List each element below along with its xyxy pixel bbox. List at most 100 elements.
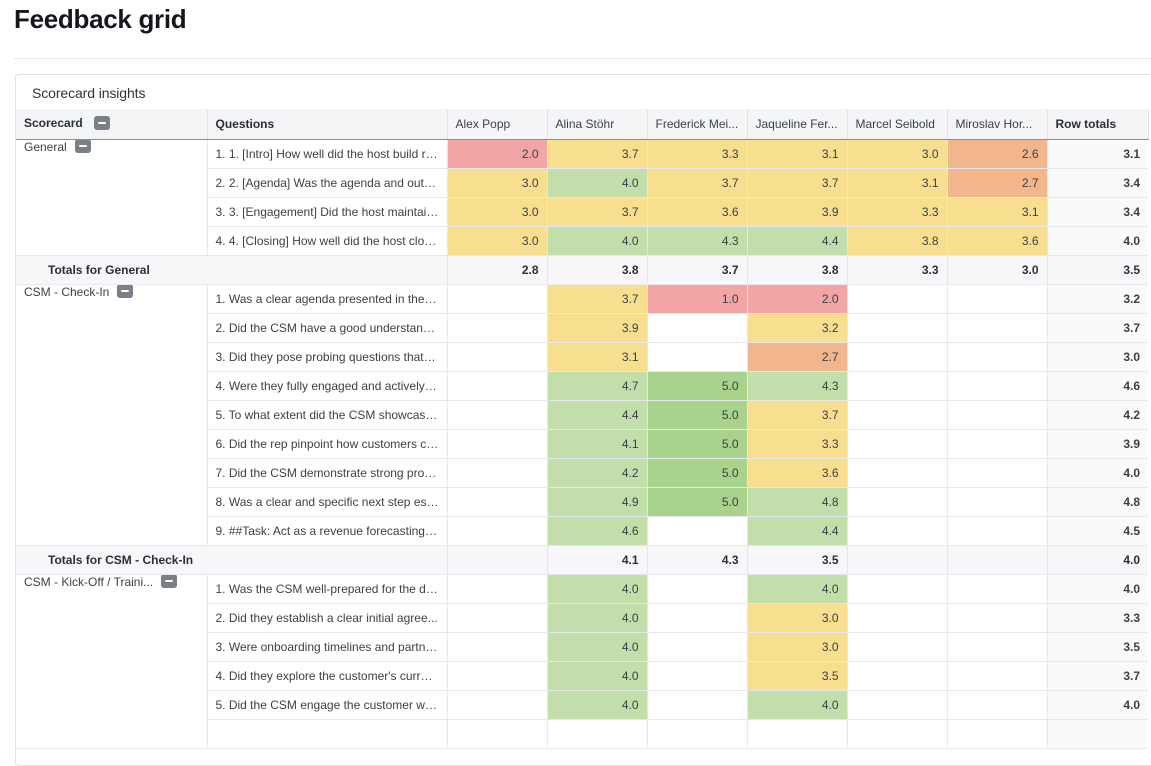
score-cell[interactable] [547, 719, 648, 749]
question-cell[interactable]: 9. ##Task: Act as a revenue forecasting … [207, 516, 448, 546]
score-cell[interactable] [847, 284, 948, 314]
score-cell[interactable] [847, 371, 948, 401]
score-cell[interactable]: 4.7 [547, 371, 648, 401]
header-person[interactable]: Miroslav Hor... [947, 109, 1048, 140]
score-cell[interactable] [847, 603, 948, 633]
score-cell[interactable]: 3.7 [547, 284, 648, 314]
header-person[interactable]: Jaqueline Fer... [747, 109, 848, 140]
question-cell[interactable]: 4. Did they explore the customer's curre… [207, 661, 448, 691]
score-cell[interactable]: 3.6 [747, 458, 848, 488]
score-cell[interactable]: 4.4 [547, 400, 648, 430]
score-cell[interactable]: 4.0 [547, 661, 648, 691]
score-cell[interactable] [947, 516, 1048, 546]
score-cell[interactable] [947, 574, 1048, 604]
score-cell[interactable] [447, 429, 548, 459]
score-cell[interactable] [947, 429, 1048, 459]
score-cell[interactable] [647, 661, 748, 691]
question-cell[interactable]: 2. Did they establish a clear initial ag… [207, 603, 448, 633]
score-cell[interactable]: 3.3 [647, 139, 748, 169]
score-cell[interactable]: 3.6 [947, 226, 1048, 256]
score-cell[interactable]: 4.0 [547, 690, 648, 720]
score-cell[interactable]: 4.2 [547, 458, 648, 488]
score-cell[interactable]: 3.7 [547, 197, 648, 227]
score-cell[interactable] [447, 371, 548, 401]
question-cell[interactable]: 2. 2. [Agenda] Was the agenda and outco.… [207, 168, 448, 198]
score-cell[interactable] [847, 690, 948, 720]
header-person[interactable]: Frederick Mei... [647, 109, 748, 140]
score-cell[interactable] [447, 458, 548, 488]
collapse-all-icon[interactable] [94, 116, 111, 131]
score-cell[interactable]: 4.0 [747, 574, 848, 604]
score-cell[interactable] [947, 690, 1048, 720]
score-cell[interactable]: 4.0 [547, 226, 648, 256]
score-cell[interactable]: 3.7 [747, 400, 848, 430]
score-cell[interactable]: 3.3 [747, 429, 848, 459]
question-cell[interactable]: 8. Was a clear and specific next step es… [207, 487, 448, 517]
score-cell[interactable]: 3.0 [847, 139, 948, 169]
score-cell[interactable] [847, 313, 948, 343]
score-cell[interactable] [747, 719, 848, 749]
score-cell[interactable] [947, 458, 1048, 488]
score-cell[interactable] [947, 313, 1048, 343]
score-cell[interactable] [447, 574, 548, 604]
score-cell[interactable] [447, 661, 548, 691]
score-cell[interactable]: 3.0 [447, 168, 548, 198]
score-cell[interactable] [447, 400, 548, 430]
score-cell[interactable]: 4.4 [747, 516, 848, 546]
header-person[interactable]: Alina Stöhr [547, 109, 648, 140]
score-cell[interactable] [847, 719, 948, 749]
question-cell[interactable]: 1. Was the CSM well-prepared for the dis… [207, 574, 448, 604]
score-cell[interactable]: 4.0 [547, 574, 648, 604]
question-cell[interactable]: 4. Were they fully engaged and actively … [207, 371, 448, 401]
score-cell[interactable]: 5.0 [647, 400, 748, 430]
score-cell[interactable]: 3.7 [547, 139, 648, 169]
score-cell[interactable] [947, 371, 1048, 401]
score-cell[interactable]: 4.0 [547, 168, 648, 198]
score-cell[interactable]: 3.8 [847, 226, 948, 256]
score-cell[interactable]: 3.0 [447, 197, 548, 227]
score-cell[interactable]: 3.1 [547, 342, 648, 372]
score-cell[interactable]: 3.2 [747, 313, 848, 343]
collapse-group-icon[interactable] [117, 284, 134, 299]
score-cell[interactable]: 4.0 [747, 690, 848, 720]
score-cell[interactable] [647, 632, 748, 662]
score-cell[interactable] [647, 719, 748, 749]
question-cell[interactable]: 3. Did they pose probing questions that … [207, 342, 448, 372]
collapse-group-icon[interactable] [74, 139, 91, 154]
score-cell[interactable] [447, 313, 548, 343]
score-cell[interactable]: 5.0 [647, 458, 748, 488]
score-cell[interactable] [947, 719, 1048, 749]
score-cell[interactable]: 4.0 [547, 632, 648, 662]
question-cell[interactable]: 5. To what extent did the CSM showcase .… [207, 400, 448, 430]
score-cell[interactable]: 3.0 [447, 226, 548, 256]
score-cell[interactable] [447, 284, 548, 314]
score-cell[interactable] [447, 603, 548, 633]
collapse-group-icon[interactable] [161, 574, 178, 589]
score-cell[interactable]: 4.4 [747, 226, 848, 256]
score-cell[interactable] [947, 603, 1048, 633]
score-cell[interactable]: 3.5 [747, 661, 848, 691]
header-person[interactable]: Alex Popp [447, 109, 548, 140]
score-cell[interactable] [947, 632, 1048, 662]
score-cell[interactable]: 2.0 [747, 284, 848, 314]
score-cell[interactable] [847, 516, 948, 546]
score-cell[interactable] [447, 690, 548, 720]
score-cell[interactable] [447, 719, 548, 749]
score-cell[interactable]: 2.7 [747, 342, 848, 372]
header-row-totals[interactable]: Row totals [1047, 109, 1149, 140]
score-cell[interactable]: 4.3 [747, 371, 848, 401]
question-cell[interactable] [207, 719, 448, 749]
header-person[interactable]: Marcel Seibold [847, 109, 948, 140]
score-cell[interactable]: 2.7 [947, 168, 1048, 198]
score-cell[interactable]: 3.1 [747, 139, 848, 169]
question-cell[interactable]: 7. Did the CSM demonstrate strong probl.… [207, 458, 448, 488]
score-cell[interactable] [847, 574, 948, 604]
score-cell[interactable] [847, 342, 948, 372]
score-cell[interactable] [447, 632, 548, 662]
score-cell[interactable]: 5.0 [647, 371, 748, 401]
score-cell[interactable] [647, 516, 748, 546]
question-cell[interactable]: 5. Did the CSM engage the customer wit..… [207, 690, 448, 720]
score-cell[interactable]: 4.0 [547, 603, 648, 633]
question-cell[interactable]: 2. Did the CSM have a good understandin.… [207, 313, 448, 343]
score-cell[interactable]: 3.6 [647, 197, 748, 227]
